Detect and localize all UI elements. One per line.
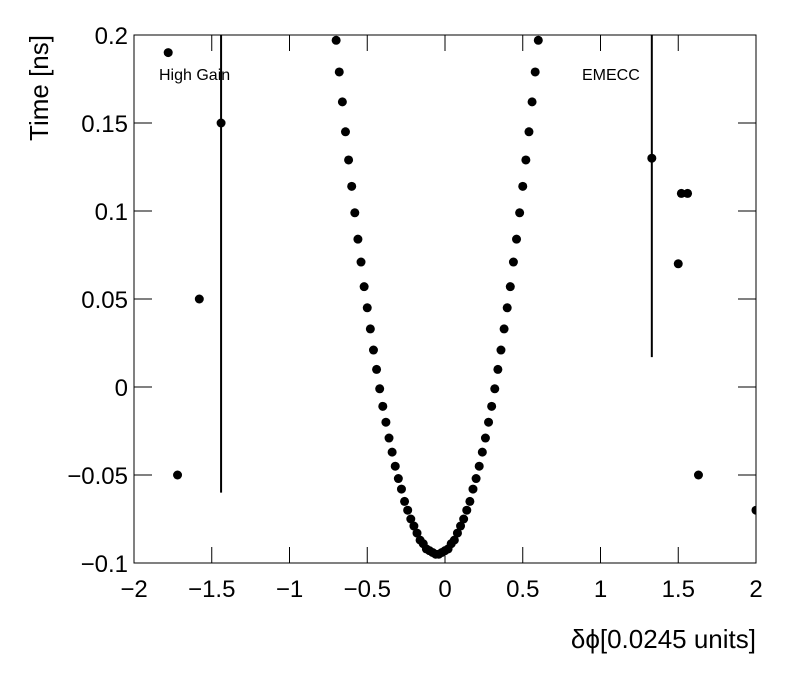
- data-point: [524, 127, 534, 137]
- data-point: [471, 474, 481, 484]
- data-point: [487, 401, 497, 411]
- data-point: [673, 259, 683, 269]
- data-point: [378, 401, 388, 411]
- data-point: [533, 35, 543, 45]
- x-tick-label: 2: [749, 576, 762, 603]
- x-tick-label: −1.5: [188, 576, 235, 603]
- data-point: [459, 514, 469, 524]
- data-point: [465, 496, 475, 506]
- data-point: [350, 208, 360, 218]
- data-point: [365, 324, 375, 334]
- x-tick-label: 1.5: [662, 576, 695, 603]
- data-point: [406, 514, 416, 524]
- data-point: [362, 303, 372, 313]
- data-point: [384, 433, 394, 443]
- annotation: High Gain: [159, 67, 230, 84]
- data-point: [493, 364, 503, 374]
- data-point: [372, 364, 382, 374]
- data-point: [356, 257, 366, 267]
- x-tick-label: 0: [438, 576, 451, 603]
- x-tick-label: −0.5: [344, 576, 391, 603]
- data-point: [521, 155, 531, 165]
- data-point: [173, 470, 183, 480]
- data-point: [340, 127, 350, 137]
- data-point: [344, 155, 354, 165]
- data-point: [502, 303, 512, 313]
- data-point: [353, 234, 363, 244]
- data-point: [477, 447, 487, 457]
- data-point: [480, 433, 490, 443]
- data-point: [676, 188, 686, 198]
- x-tick-label: −2: [120, 576, 147, 603]
- data-point: [381, 417, 391, 427]
- data-point: [393, 474, 403, 484]
- y-tick-label: 0: [115, 375, 128, 402]
- y-axis-label: Time [ns]: [24, 35, 54, 141]
- data-point: [512, 234, 522, 244]
- y-tick-label: −0.1: [81, 551, 128, 578]
- data-point: [331, 35, 341, 45]
- data-point: [387, 447, 397, 457]
- data-point: [400, 496, 410, 506]
- plot-frame: [133, 34, 757, 564]
- data-point: [484, 417, 494, 427]
- data-point: [452, 528, 462, 538]
- annotation: EMECC: [582, 67, 640, 84]
- plot-area: [163, 35, 756, 559]
- data-point: [403, 505, 413, 515]
- data-point: [683, 188, 693, 198]
- data-point: [409, 521, 419, 531]
- data-point: [194, 294, 204, 304]
- data-point: [518, 181, 528, 191]
- data-point: [347, 181, 357, 191]
- y-tick-label: −0.05: [67, 463, 128, 490]
- data-point: [490, 384, 500, 394]
- data-point: [337, 97, 347, 107]
- data-point: [390, 461, 400, 471]
- data-point: [449, 535, 459, 545]
- data-point: [505, 282, 515, 292]
- y-tick-label: 0.05: [81, 287, 128, 314]
- data-point: [474, 461, 484, 471]
- data-point: [216, 118, 226, 128]
- data-point: [375, 384, 385, 394]
- data-point: [368, 345, 378, 355]
- data-point: [647, 153, 657, 163]
- data-point: [508, 257, 518, 267]
- data-point: [334, 67, 344, 77]
- data-point: [530, 67, 540, 77]
- x-tick-label: 0.5: [506, 576, 539, 603]
- data-point: [515, 208, 525, 218]
- data-point: [456, 521, 466, 531]
- data-point: [496, 345, 506, 355]
- data-point: [468, 484, 478, 494]
- x-tick-label: −1: [276, 576, 303, 603]
- x-axis-label: δϕ[0.0245 units]: [571, 624, 756, 654]
- x-tick-label: 1: [594, 576, 607, 603]
- data-point: [396, 484, 406, 494]
- data-point: [412, 528, 422, 538]
- y-tick-label: 0.2: [95, 23, 128, 50]
- data-point: [693, 470, 703, 480]
- data-point: [527, 97, 537, 107]
- y-tick-label: 0.1: [95, 199, 128, 226]
- data-point: [751, 505, 756, 515]
- data-point: [163, 48, 173, 58]
- y-tick-label: 0.15: [81, 111, 128, 138]
- data-point: [499, 324, 509, 334]
- data-point: [462, 505, 472, 515]
- data-point: [359, 282, 369, 292]
